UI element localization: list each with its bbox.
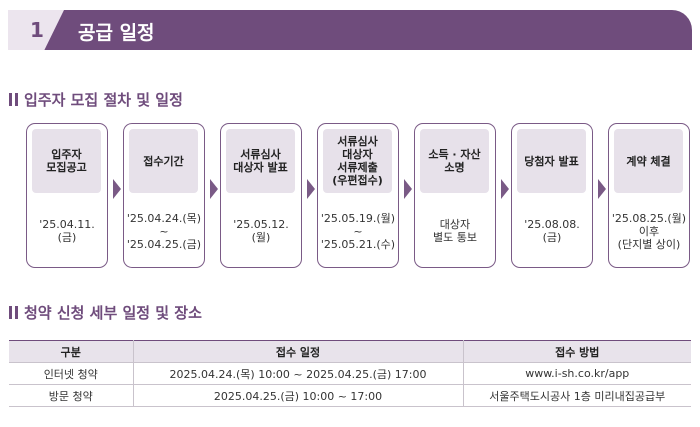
step-title-box: 소득 · 자산 소명 [420, 129, 489, 193]
arrow-right-icon [307, 179, 315, 199]
step-detail: '25.05.19.(월) ~ '25.05.21.(수) [320, 211, 396, 251]
step-card: 서류심사 대상자 발표 '25.05.12. (월) [220, 123, 302, 268]
table-header-row: 구분 접수 일정 접수 방법 [9, 340, 691, 363]
section-banner: 1 공급 일정 [8, 10, 692, 50]
step-card: 당첨자 발표 '25.08.08. (금) [511, 123, 593, 268]
table-cell: 인터넷 청약 [9, 362, 134, 385]
column-header: 접수 방법 [463, 340, 691, 363]
step-detail-box: 대상자 별도 통보 [415, 196, 495, 266]
table-cell: 방문 청약 [9, 384, 134, 407]
step-title: 입주자 모집공고 [46, 148, 87, 174]
arrow-right-icon [113, 179, 121, 199]
step-card: 서류심사 대상자 서류제출 (우편접수) '25.05.19.(월) ~ '25… [317, 123, 399, 268]
step-title: 접수기간 [143, 154, 184, 168]
arrow-right-icon [404, 179, 412, 199]
step-detail-box: '25.04.24.(목) ~ '25.04.25.(금) [124, 196, 204, 266]
step-card: 계약 체결 '25.08.25.(월) 이후 (단지별 상이) [608, 123, 690, 268]
step-title: 당첨자 발표 [524, 154, 579, 168]
arrow-right-icon [210, 179, 218, 199]
arrow-right-icon [501, 179, 509, 199]
section-title: 청약 신청 세부 일정 및 장소 [24, 303, 202, 322]
step-card: 소득 · 자산 소명 대상자 별도 통보 [414, 123, 496, 268]
step-title-box: 입주자 모집공고 [32, 129, 101, 193]
banner-number: 1 [30, 18, 44, 42]
step-detail-box: '25.05.12. (월) [221, 196, 301, 266]
arrow-right-icon [598, 179, 606, 199]
step-detail-box: '25.05.19.(월) ~ '25.05.21.(수) [318, 196, 398, 266]
step-detail: '25.04.24.(목) ~ '25.04.25.(금) [126, 211, 202, 251]
step-detail: 대상자 별도 통보 [433, 218, 477, 244]
banner-title: 공급 일정 [78, 22, 155, 44]
banner-background [8, 10, 692, 50]
table-row: 인터넷 청약 2025.04.24.(목) 10:00 ~ 2025.04.25… [9, 362, 691, 385]
step-detail-box: '25.08.08. (금) [512, 196, 592, 266]
step-detail-box: '25.08.25.(월) 이후 (단지별 상이) [609, 196, 689, 266]
heading-bars-icon [9, 92, 18, 106]
column-header: 접수 일정 [133, 340, 464, 363]
step-detail: '25.08.25.(월) 이후 (단지별 상이) [611, 211, 687, 251]
step-card: 입주자 모집공고 '25.04.11. (금) [26, 123, 108, 268]
step-title: 소득 · 자산 소명 [428, 148, 481, 174]
step-title-box: 계약 체결 [614, 129, 683, 193]
section-heading-procedure: 입주자 모집 절차 및 일정 [9, 88, 183, 110]
section-title: 입주자 모집 절차 및 일정 [24, 90, 183, 109]
column-header: 구분 [9, 340, 134, 363]
step-title-box: 당첨자 발표 [517, 129, 586, 193]
application-schedule-table: 구분 접수 일정 접수 방법 인터넷 청약 2025.04.24.(목) 10:… [9, 340, 691, 407]
step-title: 서류심사 대상자 서류제출 (우편접수) [332, 135, 383, 187]
step-card: 접수기간 '25.04.24.(목) ~ '25.04.25.(금) [123, 123, 205, 268]
table-row: 방문 청약 2025.04.25.(금) 10:00 ~ 17:00 서울주택도… [9, 384, 691, 407]
step-title: 계약 체결 [626, 154, 671, 168]
step-detail: '25.04.11. (금) [39, 218, 95, 244]
heading-bars-icon [9, 305, 18, 319]
table-cell: 2025.04.25.(금) 10:00 ~ 17:00 [133, 384, 464, 407]
step-title: 서류심사 대상자 발표 [233, 148, 288, 174]
table-cell: 서울주택도시공사 1층 미리내집공급부 [463, 384, 691, 407]
table-cell-url: www.i-sh.co.kr/app [463, 362, 691, 385]
step-title-box: 서류심사 대상자 서류제출 (우편접수) [323, 129, 392, 193]
step-detail: '25.08.08. (금) [524, 218, 580, 244]
table-cell: 2025.04.24.(목) 10:00 ~ 2025.04.25.(금) 17… [133, 362, 464, 385]
step-detail: '25.05.12. (월) [233, 218, 289, 244]
step-title-box: 서류심사 대상자 발표 [226, 129, 295, 193]
section-heading-application: 청약 신청 세부 일정 및 장소 [9, 301, 202, 323]
step-title-box: 접수기간 [129, 129, 198, 193]
step-detail-box: '25.04.11. (금) [27, 196, 107, 266]
